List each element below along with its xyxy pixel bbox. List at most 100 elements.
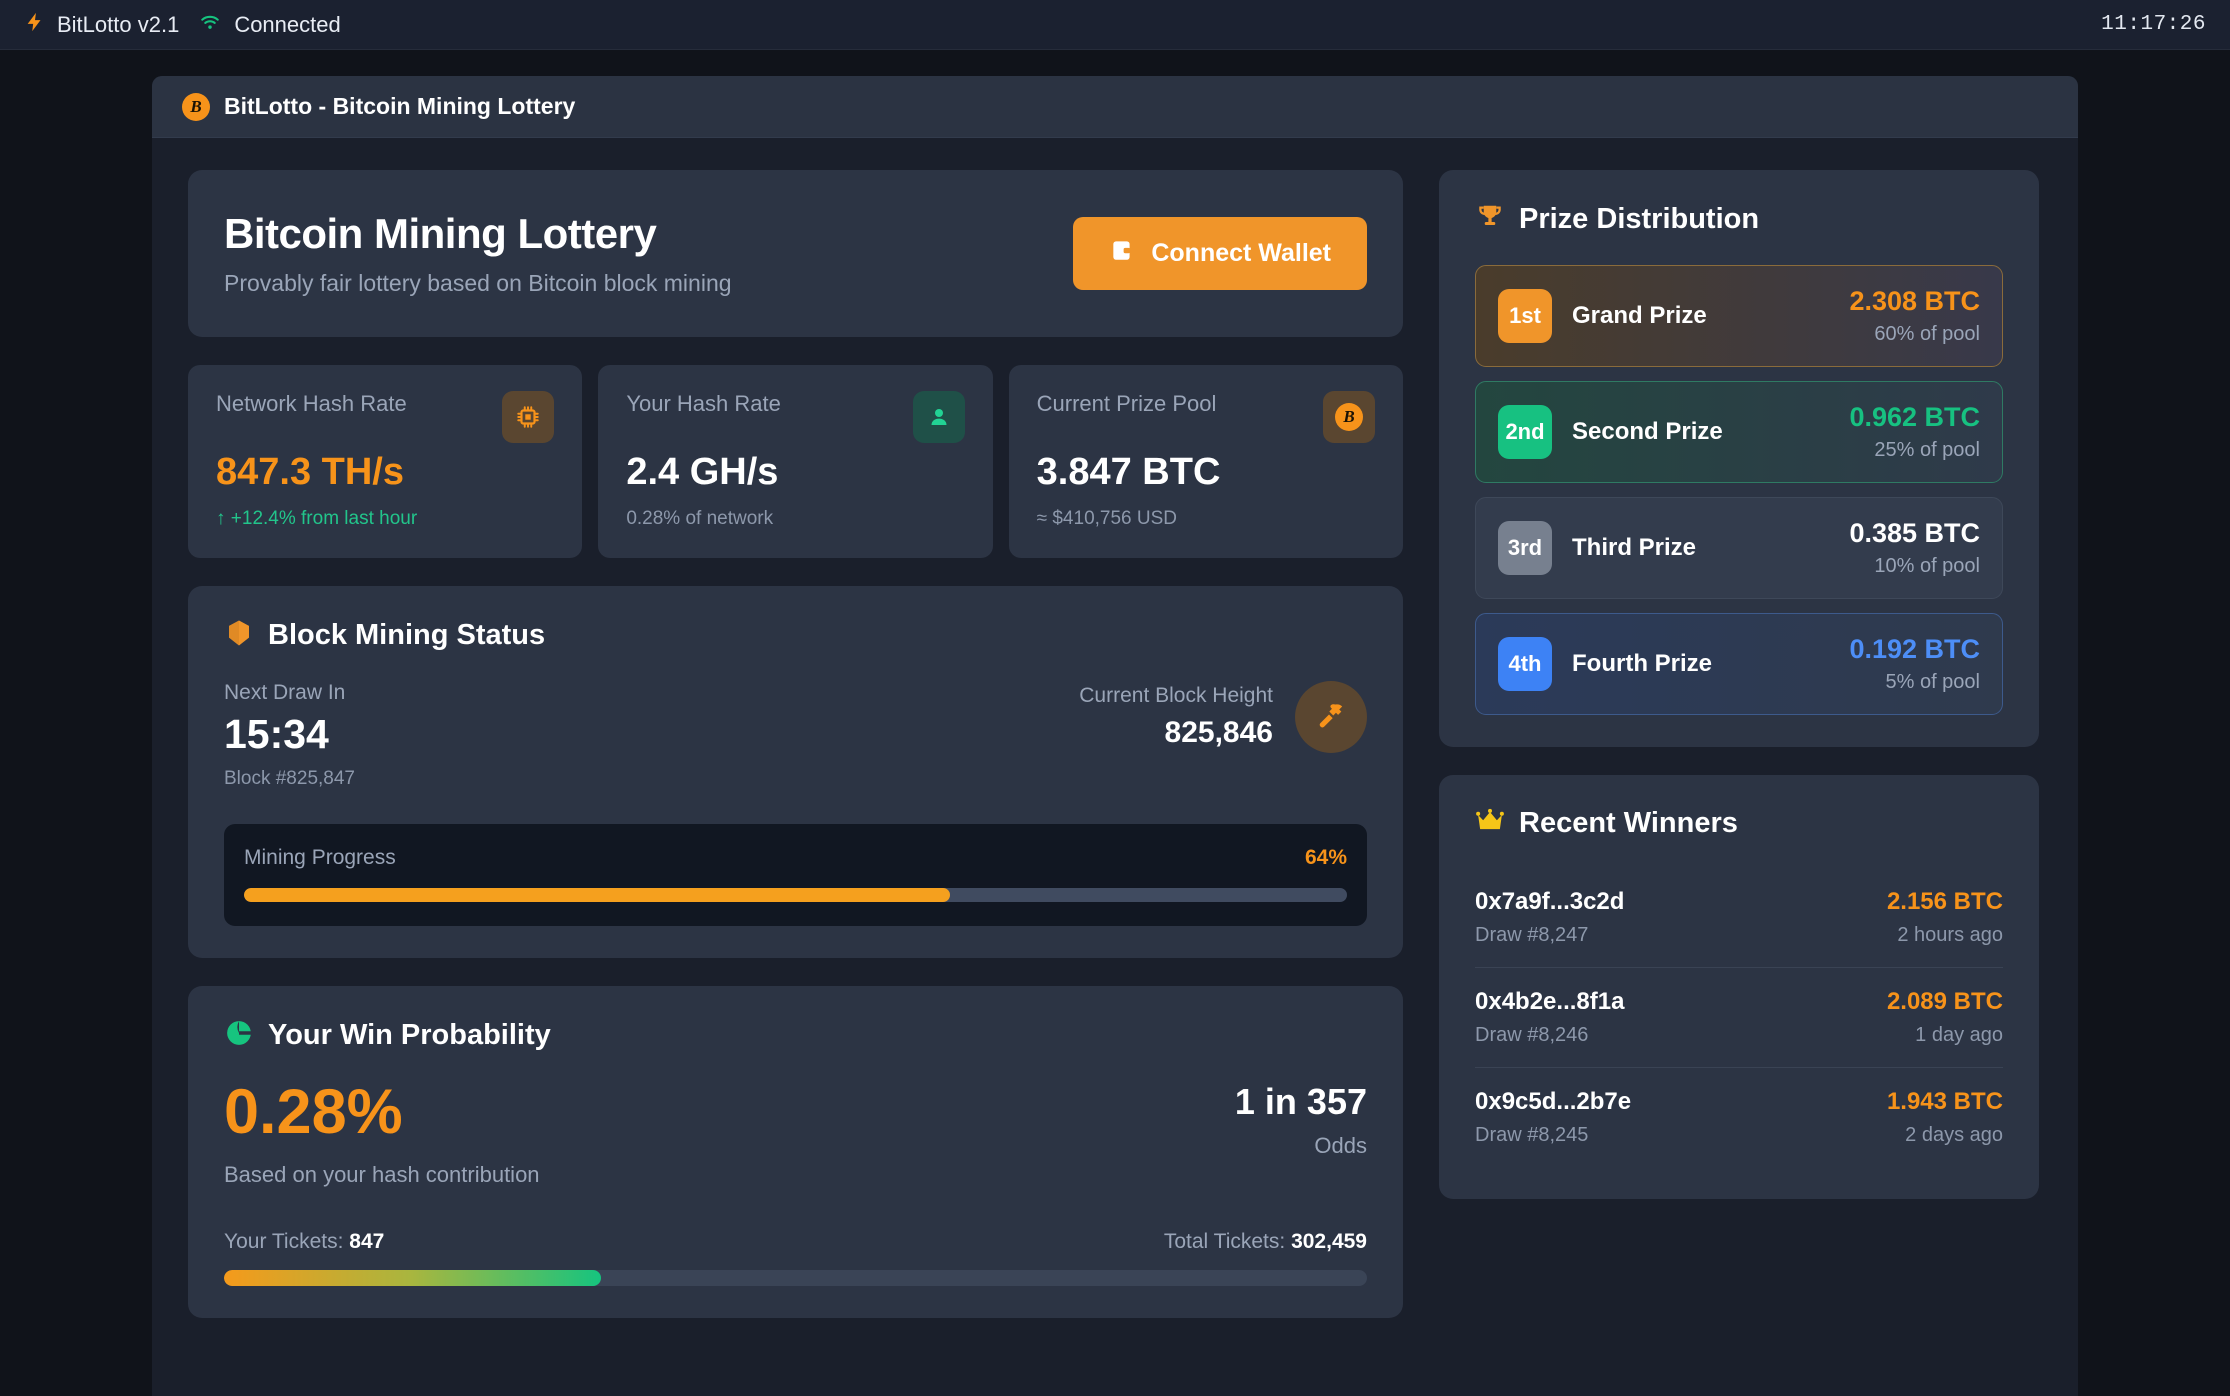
prize-row[interactable]: 4th Fourth Prize 0.192 BTC 5% of pool	[1475, 613, 2003, 715]
prize-name: Second Prize	[1572, 418, 1723, 445]
topbar-app-label: BitLotto v2.1	[57, 11, 180, 37]
mining-progress-bar	[244, 888, 1347, 902]
cpu-chip-icon	[502, 391, 555, 443]
hero-text: Bitcoin Mining Lottery Provably fair lot…	[224, 210, 732, 297]
next-draw-label: Next Draw In	[224, 681, 346, 704]
stat-label: Your Hash Rate	[626, 391, 781, 416]
prize-rank-badge: 4th	[1498, 637, 1552, 691]
bitcoin-icon: B	[182, 92, 210, 121]
winner-timestamp: 2 hours ago	[1897, 924, 2003, 946]
stat-card-network-hash-rate: Network Hash Rate 847.3 TH/s	[188, 365, 583, 558]
your-tickets-label: Your Tickets:	[224, 1230, 344, 1253]
page-subtitle: Provably fair lottery based on Bitcoin b…	[224, 270, 732, 296]
stat-card-current-prize-pool: Current Prize Pool B 3.847 BTC ≈ $410,75…	[1008, 365, 1403, 558]
mining-progress-percent: 64%	[1304, 846, 1347, 869]
recent-winners-card: Recent Winners 0x7a9f...3c2d 2.156 BTC D…	[1439, 775, 2039, 1199]
system-clock: 11:17:26	[2101, 13, 2206, 36]
section-title: Prize Distribution	[1519, 203, 1760, 235]
mining-progress-label: Mining Progress	[244, 846, 396, 869]
odds-block: 1 in 357 Odds	[1235, 1081, 1367, 1159]
next-draw-block: Next Draw In 15:34 Block #825,847	[224, 681, 355, 790]
prize-row[interactable]: 2nd Second Prize 0.962 BTC 25% of pool	[1475, 381, 2003, 483]
stat-card-your-hash-rate: Your Hash Rate 2.4 GH/s 0.28% of network	[598, 365, 993, 558]
total-tickets-value: 302,459	[1291, 1230, 1367, 1253]
block-height-value: 825,846	[1164, 716, 1273, 749]
block-height-block: Current Block Height 825,846	[1079, 681, 1367, 753]
prize-pool-share: 5% of pool	[1885, 671, 1980, 693]
prize-rank-badge: 1st	[1498, 289, 1552, 343]
window-title: BitLotto - Bitcoin Mining Lottery	[224, 93, 576, 119]
prize-rank-badge: 3rd	[1498, 521, 1552, 575]
prize-amount: 0.962 BTC	[1849, 402, 1980, 432]
winner-draw-number: Draw #8,245	[1475, 1124, 1589, 1146]
lightning-bolt-icon	[24, 9, 46, 40]
block-number-label: Block #825,847	[224, 768, 355, 789]
app-window: B BitLotto - Bitcoin Mining Lottery Bitc…	[152, 76, 2078, 1396]
connection-status-label: Connected	[234, 11, 341, 37]
bitcoin-icon: B	[1322, 391, 1375, 443]
prize-pool-share: 60% of pool	[1874, 323, 1980, 345]
crown-icon	[1475, 808, 1505, 839]
wifi-icon	[197, 11, 223, 38]
prize-distribution-card: Prize Distribution 1st Grand Prize 2.308…	[1439, 170, 2039, 747]
your-tickets: Your Tickets: 847	[224, 1230, 384, 1254]
section-title: Your Win Probability	[268, 1019, 551, 1051]
prize-name: Third Prize	[1572, 534, 1697, 561]
winner-address: 0x4b2e...8f1a	[1475, 988, 1625, 1015]
prize-name: Fourth Prize	[1572, 650, 1713, 677]
sidebar-column: Prize Distribution 1st Grand Prize 2.308…	[1439, 170, 2039, 1364]
odds-label: Odds	[1314, 1133, 1367, 1158]
stat-foot-label: +12.4% from last hour	[230, 508, 418, 529]
win-probability-subtitle: Based on your hash contribution	[224, 1162, 540, 1187]
connect-wallet-label: Connect Wallet	[1151, 239, 1331, 267]
tickets-progress-bar	[224, 1270, 1367, 1286]
win-probability-percent: 0.28%	[224, 1077, 403, 1147]
trophy-icon	[1475, 202, 1505, 237]
stat-label: Network Hash Rate	[216, 391, 407, 416]
prize-amount: 2.308 BTC	[1849, 286, 1980, 316]
section-title: Recent Winners	[1519, 807, 1738, 839]
winner-draw-number: Draw #8,246	[1475, 1024, 1589, 1046]
winner-timestamp: 1 day ago	[1915, 1024, 2003, 1046]
total-tickets-label: Total Tickets:	[1163, 1230, 1286, 1253]
winner-amount: 2.089 BTC	[1886, 988, 2003, 1015]
winner-amount: 2.156 BTC	[1886, 888, 2003, 915]
mining-progress-box: Mining Progress 64%	[224, 824, 1367, 926]
hammer-icon	[1295, 681, 1367, 753]
winner-list-item[interactable]: 0x9c5d...2b7e 1.943 BTC Draw #8,245 2 da…	[1475, 1068, 2003, 1167]
stat-trend: ↑ +12.4% from last hour	[216, 508, 554, 530]
prize-row[interactable]: 1st Grand Prize 2.308 BTC 60% of pool	[1475, 265, 2003, 367]
winner-address: 0x7a9f...3c2d	[1475, 888, 1625, 915]
probability-block: 0.28% Based on your hash contribution	[224, 1081, 540, 1188]
prize-name: Grand Prize	[1572, 302, 1707, 329]
stat-foot-label: ≈ $410,756 USD	[1036, 508, 1178, 529]
page-title: Bitcoin Mining Lottery	[224, 210, 657, 257]
odds-value: 1 in 357	[1234, 1081, 1367, 1122]
tickets-progress-fill	[224, 1270, 602, 1286]
os-topbar: BitLotto v2.1 Connected 11:17:26	[0, 0, 2230, 50]
stat-foot-label: 0.28% of network	[626, 508, 774, 529]
prize-row[interactable]: 3rd Third Prize 0.385 BTC 10% of pool	[1475, 497, 2003, 599]
connection-indicator: Connected	[197, 11, 341, 38]
total-tickets: Total Tickets: 302,459	[1164, 1230, 1367, 1254]
section-title: Block Mining Status	[268, 619, 546, 651]
countdown-timer: 15:34	[224, 711, 329, 757]
stat-label: Current Prize Pool	[1036, 391, 1217, 416]
prize-rank-badge: 2nd	[1498, 405, 1552, 459]
win-probability-card: Your Win Probability 0.28% Based on your…	[188, 986, 1403, 1318]
window-body: Bitcoin Mining Lottery Provably fair lot…	[152, 138, 2078, 1396]
stat-value: 3.847 BTC	[1036, 451, 1221, 493]
box-icon	[224, 618, 254, 653]
winner-list-item[interactable]: 0x7a9f...3c2d 2.156 BTC Draw #8,247 2 ho…	[1475, 868, 2003, 968]
winner-address: 0x9c5d...2b7e	[1475, 1088, 1632, 1115]
hero-card: Bitcoin Mining Lottery Provably fair lot…	[188, 170, 1403, 337]
winner-amount: 1.943 BTC	[1886, 1088, 2003, 1115]
prize-amount: 0.385 BTC	[1849, 518, 1980, 548]
user-icon	[912, 391, 965, 443]
window-titlebar: B BitLotto - Bitcoin Mining Lottery	[152, 76, 2078, 138]
winner-list-item[interactable]: 0x4b2e...8f1a 2.089 BTC Draw #8,246 1 da…	[1475, 968, 2003, 1068]
connect-wallet-button[interactable]: Connect Wallet	[1073, 217, 1367, 290]
topbar-app-group: BitLotto v2.1	[24, 9, 179, 40]
main-column: Bitcoin Mining Lottery Provably fair lot…	[188, 170, 1403, 1364]
block-height-label: Current Block Height	[1079, 684, 1273, 707]
